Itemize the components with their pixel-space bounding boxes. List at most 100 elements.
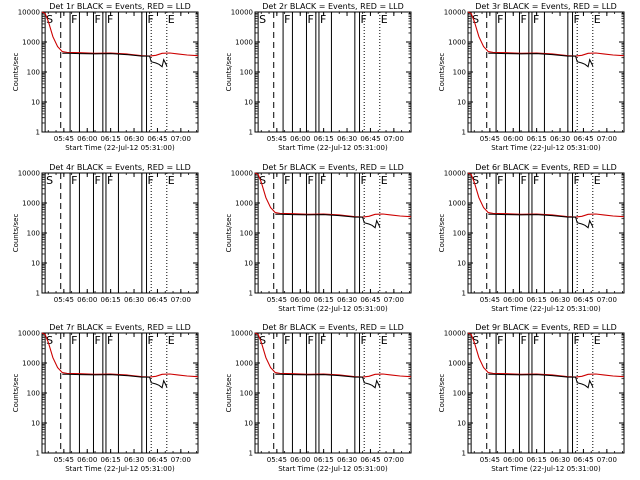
marker-label: F <box>533 174 539 187</box>
marker-label: F <box>361 174 367 187</box>
x-tick-label: 06:15 <box>101 296 121 304</box>
marker-label: E <box>168 174 175 187</box>
panel-2: Det 2r BLACK = Events, RED = LLD 1 10 100 10… <box>225 2 412 152</box>
y-tick-label: 10 <box>457 99 466 107</box>
x-tick-label: 07:00 <box>171 456 191 464</box>
x-tick-label: 05:45 <box>54 296 74 304</box>
x-tick-label: 07:00 <box>384 456 404 464</box>
y-tick-label: 1 <box>462 129 466 137</box>
y-tick-label: 1 <box>36 290 40 298</box>
marker-label: F <box>574 13 580 26</box>
y-tick-label: 1000 <box>235 39 253 47</box>
y-axis-label: Counts/sec <box>12 374 20 413</box>
x-tick-label: 06:30 <box>337 456 357 464</box>
y-tick-label: 100 <box>27 230 40 238</box>
x-tick-label: 06:30 <box>550 296 570 304</box>
y-tick-label: 1 <box>462 450 466 458</box>
plot-frame <box>41 11 199 133</box>
y-tick-label: 10000 <box>444 9 466 17</box>
x-tick-label: 06:30 <box>124 296 144 304</box>
y-tick-label: 10 <box>457 420 466 428</box>
x-tick-label: 07:00 <box>384 296 404 304</box>
x-axis-label: Start Time (22-Jul-12 05:31:00) <box>491 465 601 473</box>
marker-label: E <box>594 13 601 26</box>
y-tick-label: 100 <box>453 69 466 77</box>
y-tick-label: 100 <box>453 390 466 398</box>
x-tick-label: 06:45 <box>360 456 380 464</box>
x-tick-label: 06:00 <box>77 456 97 464</box>
y-tick-label: 1000 <box>448 200 466 208</box>
x-tick-label: 05:45 <box>480 135 500 143</box>
x-tick-label: 06:00 <box>503 456 523 464</box>
series-events-line <box>62 373 168 389</box>
y-axis-label: Counts/sec <box>225 374 233 413</box>
marker-label: F <box>320 174 326 187</box>
x-tick-label: 06:00 <box>503 135 523 143</box>
panel-8: Det 8r BLACK = Events, RED = LLD 1 10 100 10… <box>225 323 412 473</box>
x-tick-label: 06:00 <box>77 135 97 143</box>
marker-label: E <box>381 174 388 187</box>
marker-label: F <box>361 13 367 26</box>
x-tick-label: 06:45 <box>147 135 167 143</box>
marker-label: S <box>472 13 479 26</box>
marker-label: F <box>497 13 503 26</box>
x-tick-label: 05:45 <box>267 135 287 143</box>
x-tick-label: 07:00 <box>597 135 617 143</box>
y-tick-label: 1 <box>36 450 40 458</box>
y-axis-label: Counts/sec <box>12 53 20 92</box>
y-tick-label: 10000 <box>444 330 466 338</box>
y-axis-label: Counts/sec <box>12 214 20 253</box>
x-tick-label: 06:00 <box>77 296 97 304</box>
panel-title: Det 3r BLACK = Events, RED = LLD <box>475 2 617 11</box>
series-lld-line <box>467 11 625 57</box>
x-tick-label: 05:45 <box>480 456 500 464</box>
x-tick-label: 06:15 <box>527 135 547 143</box>
x-axis-label: Start Time (22-Jul-12 05:31:00) <box>491 144 601 152</box>
x-tick-label: 07:00 <box>171 135 191 143</box>
x-tick-label: 06:15 <box>314 456 334 464</box>
y-axis-label: Counts/sec <box>438 214 446 253</box>
series-lld-line <box>467 172 625 218</box>
y-tick-label: 10000 <box>18 170 40 178</box>
marker-label: F <box>284 174 290 187</box>
series-events-line <box>275 373 381 389</box>
x-tick-label: 07:00 <box>171 296 191 304</box>
y-tick-label: 10 <box>31 260 40 268</box>
marker-label: F <box>284 13 290 26</box>
series-lld-line <box>467 332 625 378</box>
plot-frame <box>254 172 412 294</box>
x-tick-label: 06:15 <box>101 135 121 143</box>
y-tick-label: 1000 <box>235 360 253 368</box>
y-tick-label: 10000 <box>231 330 253 338</box>
panel-3: Det 3r BLACK = Events, RED = LLD 1 10 100 10… <box>438 2 625 152</box>
marker-label: F <box>574 334 580 347</box>
marker-label: S <box>259 334 266 347</box>
marker-label: F <box>94 334 100 347</box>
marker-label: S <box>259 13 266 26</box>
marker-label: F <box>148 13 154 26</box>
marker-label: F <box>320 334 326 347</box>
marker-label: F <box>320 13 326 26</box>
y-tick-label: 10000 <box>18 330 40 338</box>
x-tick-label: 06:15 <box>527 296 547 304</box>
panel-title: Det 6r BLACK = Events, RED = LLD <box>475 163 617 172</box>
y-tick-label: 10000 <box>18 9 40 17</box>
panel-title: Det 9r BLACK = Events, RED = LLD <box>475 323 617 332</box>
marker-label: F <box>71 334 77 347</box>
marker-label: F <box>307 174 313 187</box>
y-tick-label: 1 <box>249 290 253 298</box>
marker-label: F <box>520 334 526 347</box>
y-tick-label: 1 <box>249 450 253 458</box>
series-lld-line <box>254 332 412 378</box>
x-tick-label: 06:45 <box>573 135 593 143</box>
x-tick-label: 06:15 <box>101 456 121 464</box>
x-axis-label: Start Time (22-Jul-12 05:31:00) <box>491 305 601 313</box>
y-axis-label: Counts/sec <box>225 214 233 253</box>
x-axis-label: Start Time (22-Jul-12 05:31:00) <box>278 465 388 473</box>
marker-label: F <box>574 174 580 187</box>
marker-label: F <box>71 13 77 26</box>
panel-1: Det 1r BLACK = Events, RED = LLD 1 10 100 10… <box>12 2 199 152</box>
x-tick-label: 06:00 <box>290 135 310 143</box>
x-tick-label: 06:30 <box>124 135 144 143</box>
